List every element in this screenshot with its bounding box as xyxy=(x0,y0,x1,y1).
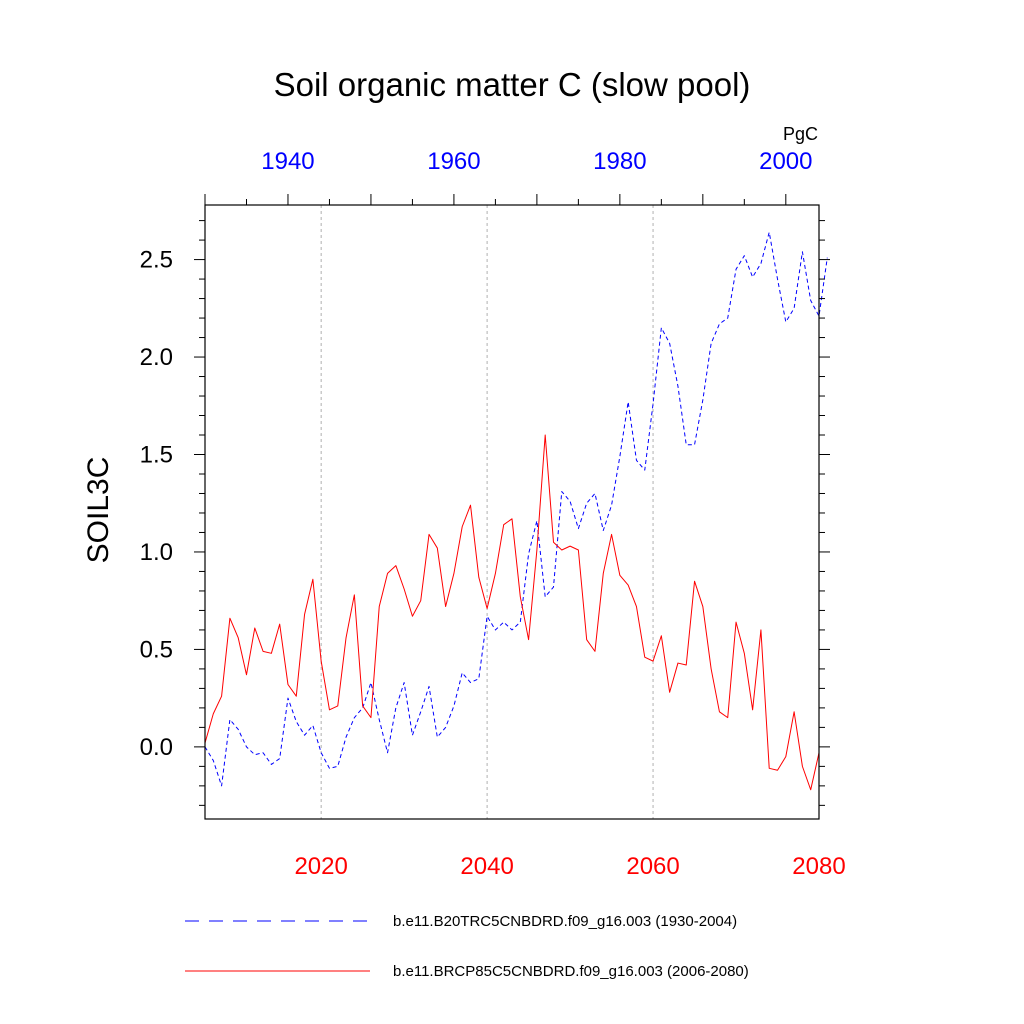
tick-label-layer: 0.0 0.5 1.0 1.5 2.0 2.5 1940 1960 1980 2000 2020 20… xyxy=(140,148,846,880)
units-label: PgC xyxy=(783,124,818,144)
y-tick-label: 1.0 xyxy=(140,539,173,566)
top-tick-label: 2000 xyxy=(759,148,812,175)
y-tick-label: 2.5 xyxy=(140,247,173,274)
legend: b.e11.B20TRC5CNBDRD.f09_g16.003 (1930-20… xyxy=(185,913,749,980)
series-layer xyxy=(204,231,828,791)
y-tick-label: 0.5 xyxy=(140,636,173,663)
series-line-historical xyxy=(204,231,828,787)
plot-frame xyxy=(204,204,820,820)
axes-layer xyxy=(194,194,830,820)
bottom-tick-label: 2020 xyxy=(294,853,347,880)
top-tick-label: 1980 xyxy=(593,148,646,175)
bottom-tick-label: 2060 xyxy=(626,853,679,880)
y-axis-label: SOIL3C xyxy=(82,457,115,564)
y-tick-label: 2.0 xyxy=(140,344,173,371)
y-tick-label: 0.0 xyxy=(140,734,173,761)
legend-label-rcp85: b.e11.BRCP85C5CNBDRD.f09_g16.003 (2006-2… xyxy=(393,963,749,980)
bottom-tick-label: 2080 xyxy=(792,853,845,880)
top-tick-label: 1960 xyxy=(427,148,480,175)
series-line-rcp85 xyxy=(204,434,820,791)
bottom-tick-label: 2040 xyxy=(460,853,513,880)
y-tick-label: 1.5 xyxy=(140,441,173,468)
top-tick-label: 1940 xyxy=(261,148,314,175)
legend-label-historical: b.e11.B20TRC5CNBDRD.f09_g16.003 (1930-20… xyxy=(393,913,737,930)
grid-layer xyxy=(320,205,654,819)
chart-title: Soil organic matter C (slow pool) xyxy=(274,66,751,103)
